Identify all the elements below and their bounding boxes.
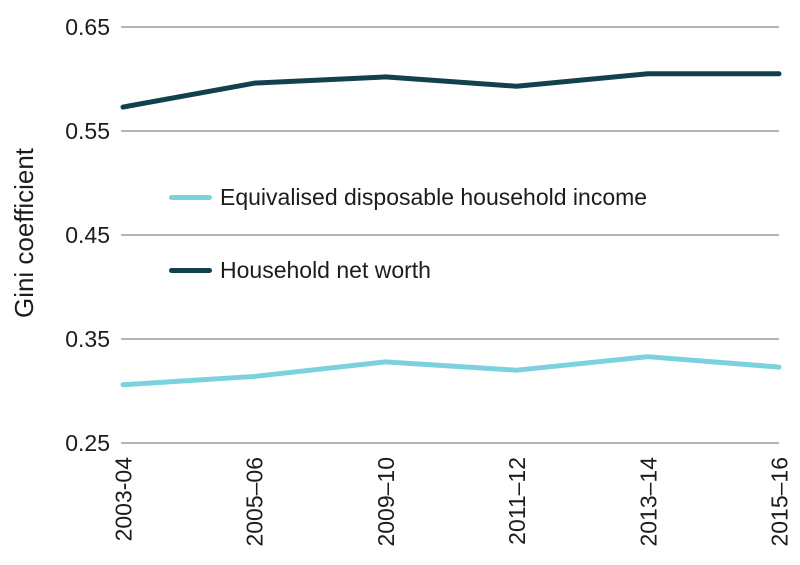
y-tick-label: 0.65	[65, 14, 110, 40]
legend-label-income: Equivalised disposable household income	[220, 183, 648, 210]
y-axis-title: Gini coefficient	[9, 147, 39, 318]
legend-label-networth: Household net worth	[220, 256, 431, 283]
y-tick-label: 0.35	[65, 326, 110, 352]
series-line-1	[120, 71, 782, 110]
x-tick-label: 2005–06	[242, 457, 268, 547]
x-tick-label: 2015–16	[767, 457, 793, 547]
y-tick-label: 0.55	[65, 118, 110, 144]
x-tick-label: 2011–12	[504, 457, 530, 545]
legend-swatch-income-icon	[169, 194, 212, 200]
x-tick-label: 2009–10	[373, 457, 399, 547]
legend-swatch-networth-icon	[169, 267, 212, 273]
series-line-0	[120, 354, 782, 388]
legend-item-networth: Household net worth	[169, 257, 431, 283]
legend-item-income: Equivalised disposable household income	[169, 184, 647, 210]
series-lines-group	[120, 71, 782, 388]
x-tick-label: 2013–14	[635, 457, 661, 547]
x-tick-label: 2003-04	[111, 457, 137, 542]
gridlines-group	[121, 26, 779, 444]
y-tick-label: 0.25	[65, 430, 110, 456]
y-tick-label: 0.45	[65, 222, 110, 248]
